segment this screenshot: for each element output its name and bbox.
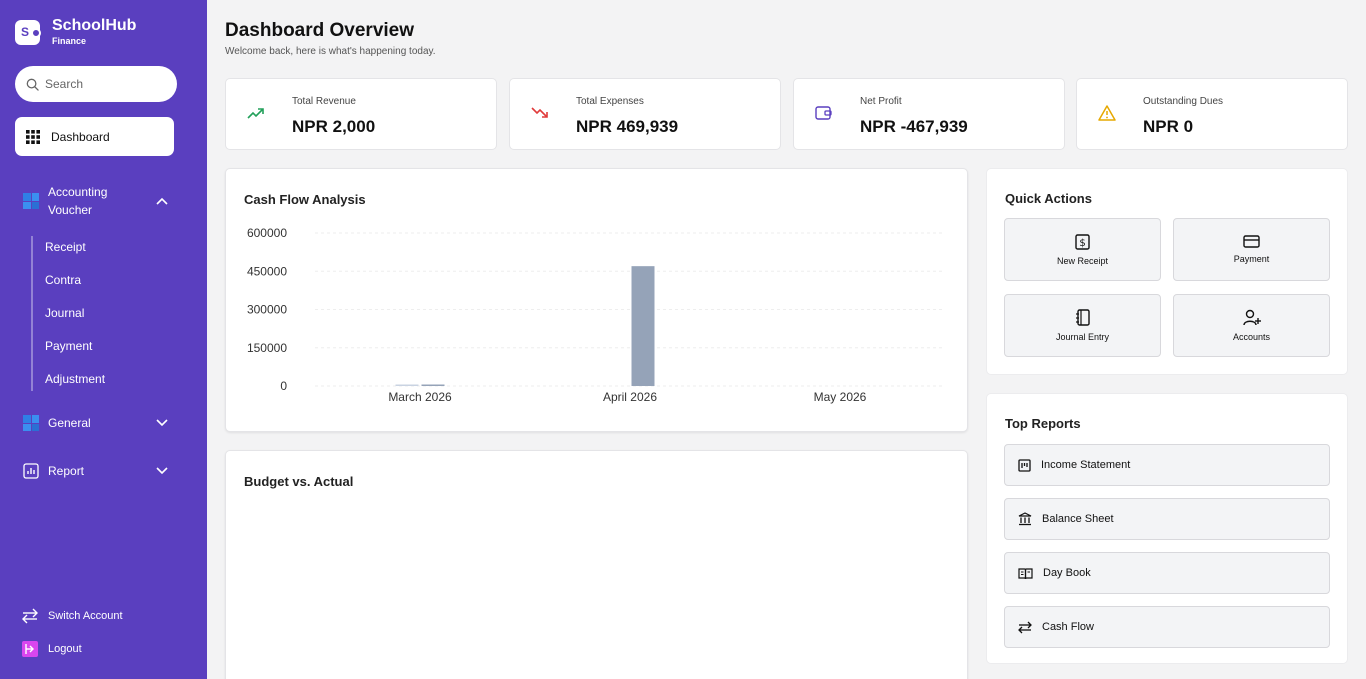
brand[interactable]: S SchoolHub Finance [15,17,136,47]
stat-label: Total Revenue [292,96,356,107]
receipt-icon: $ [1075,233,1090,250]
stat-label: Outstanding Dues [1143,96,1224,107]
stat-card-total-expenses: Total Expenses NPR 469,939 [509,78,781,150]
sidebar-item-accounting-voucher[interactable]: Accounting Voucher [23,183,168,219]
credit-card-icon [1243,235,1260,248]
warning-icon [1098,105,1116,121]
trend-down-icon [531,107,548,118]
chevron-down-icon[interactable] [156,419,168,427]
page-subtitle: Welcome back, here is what's happening t… [225,46,436,57]
report-label: Income Statement [1041,459,1131,471]
logout-link[interactable]: Logout [22,641,82,657]
sidebar-subitem-adjustment[interactable]: Adjustment [45,372,106,386]
qa-label: New Receipt [1056,255,1109,266]
sidebar-item-dashboard[interactable]: Dashboard [15,117,174,156]
quick-actions-card: Quick Actions $ New Receipt Payment Jour… [986,168,1348,375]
notebook-icon [1075,309,1090,326]
sidebar: S SchoolHub Finance Dashboard Accounting… [0,0,207,679]
chevron-up-icon[interactable] [156,197,168,205]
sidebar-subitem-payment[interactable]: Payment [45,339,93,353]
report-label: Balance Sheet [1042,513,1114,525]
sidebar-subitem-journal[interactable]: Journal [45,306,85,320]
quick-actions-title: Quick Actions [1005,191,1092,206]
chevron-down-icon[interactable] [156,467,168,475]
qa-label: Payment [1233,254,1270,264]
logout-icon [22,641,38,657]
sidebar-item-label: Accounting Voucher [48,185,108,217]
top-reports-title: Top Reports [1005,416,1081,431]
windows-icon [23,193,39,209]
report-label: Cash Flow [1042,621,1094,633]
sidebar-item-report[interactable]: Report [23,462,168,480]
search-icon [26,78,39,91]
swap-icon [22,608,38,624]
subnav-line [31,236,33,391]
search-box[interactable] [15,66,177,102]
bar-chart-icon [23,463,39,479]
journal-entry-button[interactable]: Journal Entry [1004,294,1161,357]
cash-flow-card: Cash Flow Analysis [225,168,968,432]
page-title: Dashboard Overview [225,20,415,41]
sidebar-item-label: General [48,416,91,430]
stat-value: NPR 0 [1143,117,1194,136]
balance-sheet-button[interactable]: Balance Sheet [1004,498,1330,540]
stat-value: NPR 2,000 [292,117,376,136]
switch-account-link[interactable]: Switch Account [22,608,123,624]
stat-value: NPR -467,939 [860,117,968,136]
income-statement-button[interactable]: Income Statement [1004,444,1330,486]
sidebar-item-label: Report [48,464,85,478]
svg-text:$: $ [1079,238,1085,249]
switch-account-label: Switch Account [48,610,123,622]
day-book-button[interactable]: Day Book [1004,552,1330,594]
report-label: Day Book [1043,567,1091,579]
sidebar-item-general[interactable]: General [23,414,168,432]
budget-card: Budget vs. Actual [225,450,968,679]
grid-icon [26,129,40,144]
payment-button[interactable]: Payment [1173,218,1330,281]
report-icon [1018,458,1031,472]
search-input[interactable] [45,77,165,91]
swap-icon [1018,621,1032,633]
stat-label: Net Profit [860,96,902,107]
stat-card-outstanding-dues: Outstanding Dues NPR 0 [1076,78,1348,150]
trend-up-icon [247,108,264,119]
qa-label: Journal Entry [1055,332,1110,342]
sidebar-subitem-contra[interactable]: Contra [45,273,82,287]
bank-icon [1018,512,1032,526]
accounts-button[interactable]: Accounts [1173,294,1330,357]
stat-value: NPR 469,939 [576,117,679,136]
logout-label: Logout [48,643,82,655]
wallet-icon [815,106,832,120]
qa-label: Accounts [1232,332,1271,342]
brand-logo-icon: S [15,20,41,45]
sidebar-subitem-receipt[interactable]: Receipt [45,240,86,254]
windows-icon [23,415,39,431]
budget-title: Budget vs. Actual [244,474,354,489]
brand-subtitle: Finance [52,36,87,46]
top-reports-card: Top Reports Income Statement Balance She… [986,393,1348,664]
sidebar-item-label: Dashboard [51,129,110,144]
stat-label: Total Expenses [576,96,644,107]
brand-title: SchoolHub [52,17,137,34]
user-plus-icon [1242,309,1261,326]
stat-card-total-revenue: Total Revenue NPR 2,000 [225,78,497,150]
stat-card-net-profit: Net Profit NPR -467,939 [793,78,1065,150]
cash-flow-report-button[interactable]: Cash Flow [1004,606,1330,648]
cash-flow-title: Cash Flow Analysis [244,192,366,207]
new-receipt-button[interactable]: $ New Receipt [1004,218,1161,281]
book-open-icon [1018,567,1033,579]
